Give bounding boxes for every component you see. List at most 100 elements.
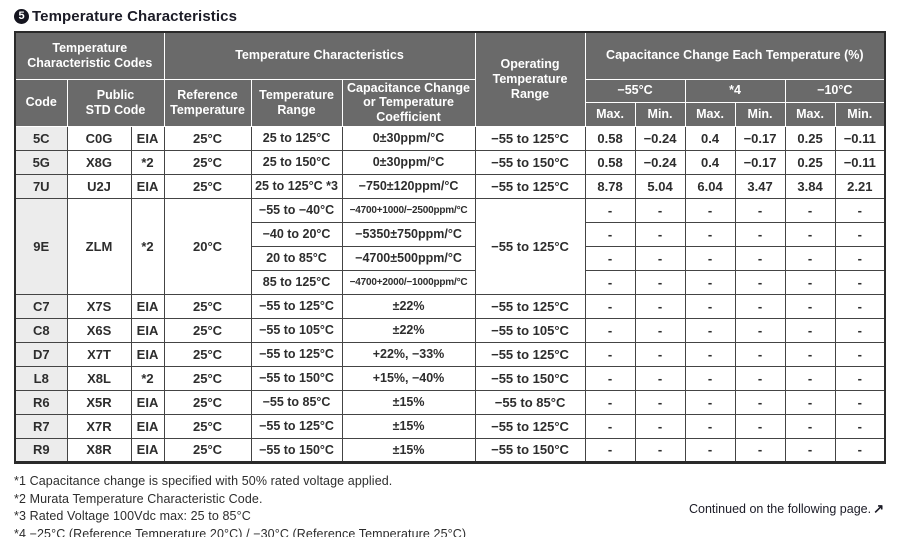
op-range-cell: −55 to 150°C bbox=[474, 365, 586, 391]
temp-range-cell: −55 to 150°C bbox=[250, 437, 343, 463]
footnote: *2 Murata Temperature Characteristic Cod… bbox=[14, 491, 263, 506]
value-cell: - bbox=[734, 341, 786, 367]
header-row-groups: Temperature Characteristic Codes Tempera… bbox=[14, 31, 886, 127]
std-org-cell: EIA bbox=[130, 293, 165, 319]
value-cell: - bbox=[584, 269, 636, 295]
temp-range-cell: −55 to 85°C bbox=[250, 389, 343, 415]
value-cell: - bbox=[634, 317, 686, 343]
temp-range-cell: −55 to −40°C bbox=[250, 197, 343, 223]
value-cell: - bbox=[734, 197, 786, 223]
ref-temp-cell: 25°C bbox=[163, 389, 252, 415]
ref-temp-cell: 25°C bbox=[163, 437, 252, 463]
public-std-cell: U2J bbox=[66, 173, 132, 199]
public-std-cell: X8G bbox=[66, 149, 132, 175]
header-cap-change-or-coeff: Capacitance Change or Temperature Coeffi… bbox=[341, 78, 476, 127]
op-range-cell: −55 to 125°C bbox=[474, 341, 586, 367]
value-cell: −0.17 bbox=[734, 125, 786, 151]
value-cell: −0.24 bbox=[634, 125, 686, 151]
std-org-cell: EIA bbox=[130, 389, 165, 415]
value-cell: −0.11 bbox=[834, 149, 886, 175]
temp-range-cell: −55 to 125°C bbox=[250, 341, 343, 367]
value-cell: - bbox=[734, 317, 786, 343]
value-cell: - bbox=[584, 413, 636, 439]
value-cell: - bbox=[584, 197, 636, 223]
table-row: R9 X8R EIA 25°C −55 to 150°C ±15% −55 to 150°C… bbox=[14, 437, 886, 463]
table-row: 5G X8G *2 25°C 25 to 150°C 0±30ppm/°C −55 to 1… bbox=[14, 149, 886, 175]
table-body: 5C C0G EIA 25°C 25 to 125°C 0±30ppm/°C −55 to … bbox=[14, 125, 886, 463]
header-operating-temp-range: Operating Temperature Range bbox=[474, 31, 586, 127]
std-org-cell: EIA bbox=[130, 341, 165, 367]
coeff-cell: ±15% bbox=[341, 437, 476, 463]
header-row-maxmin: Max. Min. Max. Min. Max. Min. bbox=[15, 102, 886, 127]
value-cell: 5.04 bbox=[634, 173, 686, 199]
code-cell: R6 bbox=[14, 389, 68, 415]
value-cell: −0.17 bbox=[734, 149, 786, 175]
header-min: Min. bbox=[834, 102, 886, 127]
coeff-cell: ±15% bbox=[341, 389, 476, 415]
value-cell: - bbox=[584, 317, 636, 343]
code-cell: L8 bbox=[14, 365, 68, 391]
value-cell: - bbox=[684, 413, 736, 439]
value-cell: - bbox=[784, 197, 836, 223]
std-org-cell: EIA bbox=[130, 173, 165, 199]
ref-temp-cell: 25°C bbox=[163, 317, 252, 343]
section-title-row: 5 Temperature Characteristics bbox=[14, 8, 886, 25]
value-cell: - bbox=[834, 221, 886, 247]
value-cell: - bbox=[784, 269, 836, 295]
public-std-cell: X7T bbox=[66, 341, 132, 367]
code-cell: C7 bbox=[14, 293, 68, 319]
coeff-cell: −750±120ppm/°C bbox=[341, 173, 476, 199]
value-cell: - bbox=[634, 245, 686, 271]
value-cell: - bbox=[784, 437, 836, 463]
temp-range-cell: 25 to 125°C bbox=[250, 125, 343, 151]
value-cell: - bbox=[684, 365, 736, 391]
table-row: C7 X7S EIA 25°C −55 to 125°C ±22% −55 to 125°C… bbox=[14, 293, 886, 319]
header-min: Min. bbox=[634, 102, 686, 127]
coeff-cell: −4700±500ppm/°C bbox=[341, 245, 476, 271]
public-std-cell: X7R bbox=[66, 413, 132, 439]
value-cell: - bbox=[584, 293, 636, 319]
value-cell: 3.84 bbox=[784, 173, 836, 199]
value-cell: - bbox=[834, 389, 886, 415]
header-temperature-range: Temperature Range bbox=[250, 78, 343, 127]
value-cell: - bbox=[734, 389, 786, 415]
header-public-std-code: Public STD Code bbox=[66, 78, 165, 127]
ref-temp-cell: 25°C bbox=[163, 173, 252, 199]
coeff-cell: ±22% bbox=[341, 293, 476, 319]
temp-range-cell: −55 to 105°C bbox=[250, 317, 343, 343]
header-row-subgroups: Code Public STD Code Reference Temperatu… bbox=[14, 78, 886, 127]
value-cell: 0.58 bbox=[584, 149, 636, 175]
continued-note: Continued on the following page. ↗ bbox=[689, 501, 884, 517]
value-cell: - bbox=[684, 293, 736, 319]
public-std-cell: X8L bbox=[66, 365, 132, 391]
value-cell: 6.04 bbox=[684, 173, 736, 199]
public-std-cell: C0G bbox=[66, 125, 132, 151]
table-row: −40 to 20°C −5350±750ppm/°C - - - - - - bbox=[15, 221, 886, 247]
header-code: Code bbox=[14, 78, 68, 127]
value-cell: - bbox=[634, 365, 686, 391]
temp-range-cell: 25 to 125°C *3 bbox=[250, 173, 343, 199]
value-cell: - bbox=[584, 245, 636, 271]
footnote: *4 −25°C (Reference Temperature 20°C) / … bbox=[14, 527, 467, 537]
value-cell: - bbox=[684, 245, 736, 271]
value-cell: - bbox=[684, 317, 736, 343]
section-number-badge: 5 bbox=[14, 9, 29, 24]
header-temp-characteristics: Temperature Characteristics bbox=[163, 31, 476, 80]
value-cell: - bbox=[634, 197, 686, 223]
value-cell: - bbox=[834, 341, 886, 367]
ref-temp-cell: 25°C bbox=[163, 341, 252, 367]
temp-range-cell: −55 to 125°C bbox=[250, 413, 343, 439]
value-cell: −0.11 bbox=[834, 125, 886, 151]
coeff-cell: ±22% bbox=[341, 317, 476, 343]
header-max: Max. bbox=[784, 102, 836, 127]
code-cell: C8 bbox=[14, 317, 68, 343]
coeff-cell: −5350±750ppm/°C bbox=[341, 221, 476, 247]
ref-temp-cell: 25°C bbox=[163, 125, 252, 151]
std-org-cell: EIA bbox=[130, 413, 165, 439]
value-cell: - bbox=[834, 269, 886, 295]
public-std-cell: X7S bbox=[66, 293, 132, 319]
value-cell: −0.24 bbox=[634, 149, 686, 175]
coeff-cell: 0±30ppm/°C bbox=[341, 149, 476, 175]
value-cell: - bbox=[634, 341, 686, 367]
